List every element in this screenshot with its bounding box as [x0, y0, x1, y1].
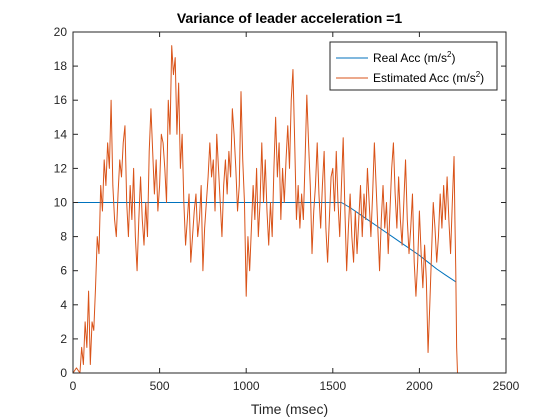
- y-tick-label: 4: [60, 298, 67, 312]
- y-tick-label: 16: [54, 93, 68, 107]
- legend-entry-2: Estimated Acc (m/s2): [373, 70, 484, 85]
- y-tick-label: 10: [54, 196, 68, 210]
- x-tick-label: 1000: [233, 379, 260, 393]
- y-tick-label: 2: [60, 332, 67, 346]
- y-tick-label: 14: [54, 127, 68, 141]
- y-tick-label: 8: [60, 230, 67, 244]
- y-tick-label: 6: [60, 264, 67, 278]
- x-tick-label: 2000: [406, 379, 433, 393]
- y-tick-label: 0: [60, 366, 67, 380]
- y-tick-label: 20: [54, 25, 68, 39]
- series-line-1: [72, 202, 457, 374]
- x-tick-label: 2500: [493, 379, 520, 393]
- x-tick-label: 500: [150, 379, 170, 393]
- y-tick-label: 18: [54, 59, 68, 73]
- series-line-2: [72, 45, 458, 374]
- legend-box: [329, 41, 498, 91]
- x-tick-label: 0: [70, 379, 77, 393]
- chart-title: Variance of leader acceleration =1: [177, 10, 403, 26]
- series-layer: [72, 45, 458, 374]
- legend: Real Acc (m/s2) Estimated Acc (m/s2): [329, 41, 498, 91]
- y-tick-label: 12: [54, 161, 68, 175]
- x-tick-label: 1500: [319, 379, 346, 393]
- x-axis-label: Time (msec): [251, 401, 328, 417]
- legend-entry-1: Real Acc (m/s2): [373, 50, 455, 65]
- ticks-layer: 0 500 1000 1500 2000 2500 0 2 4 6 8 10 12 14 16 18 20: [54, 25, 520, 393]
